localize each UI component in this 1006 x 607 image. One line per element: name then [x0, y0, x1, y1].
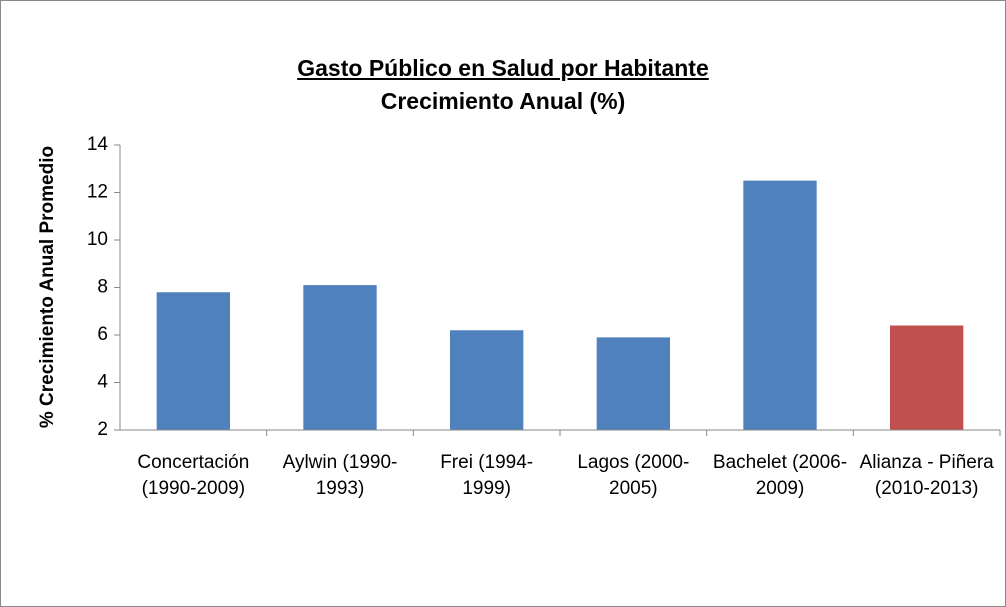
y-tick-label: 12: [87, 182, 108, 203]
bar: [743, 180, 817, 430]
x-tick-label: Lagos (2000-2005): [577, 452, 690, 499]
y-tick-label: 8: [97, 277, 108, 298]
y-tick-label: 6: [97, 324, 108, 345]
y-tick-label: 4: [97, 372, 108, 393]
y-tick-label: 14: [87, 134, 109, 155]
y-axis-label: % Crecimiento Anual Promedio: [37, 146, 58, 428]
bar: [303, 285, 377, 430]
bar: [596, 337, 670, 430]
y-tick-label: 2: [97, 419, 108, 440]
bar: [156, 292, 230, 430]
bar: [450, 330, 524, 430]
x-tick-label: Concertación (1990-2009): [137, 452, 250, 499]
chart-subtitle: Crecimiento Anual (%): [380, 88, 626, 114]
chart-title: Gasto Público en Salud por Habitante: [297, 55, 709, 81]
x-tick-label: Aylwin (1990-1993): [282, 452, 398, 499]
x-tick-label: Bachelet (2006-2009): [712, 452, 848, 499]
x-tick-label: Frei (1994-1999): [440, 452, 534, 499]
bar: [890, 325, 964, 430]
x-tick-label: Alianza - Piñera (2010-2013): [859, 452, 994, 499]
y-tick-label: 10: [87, 229, 108, 250]
